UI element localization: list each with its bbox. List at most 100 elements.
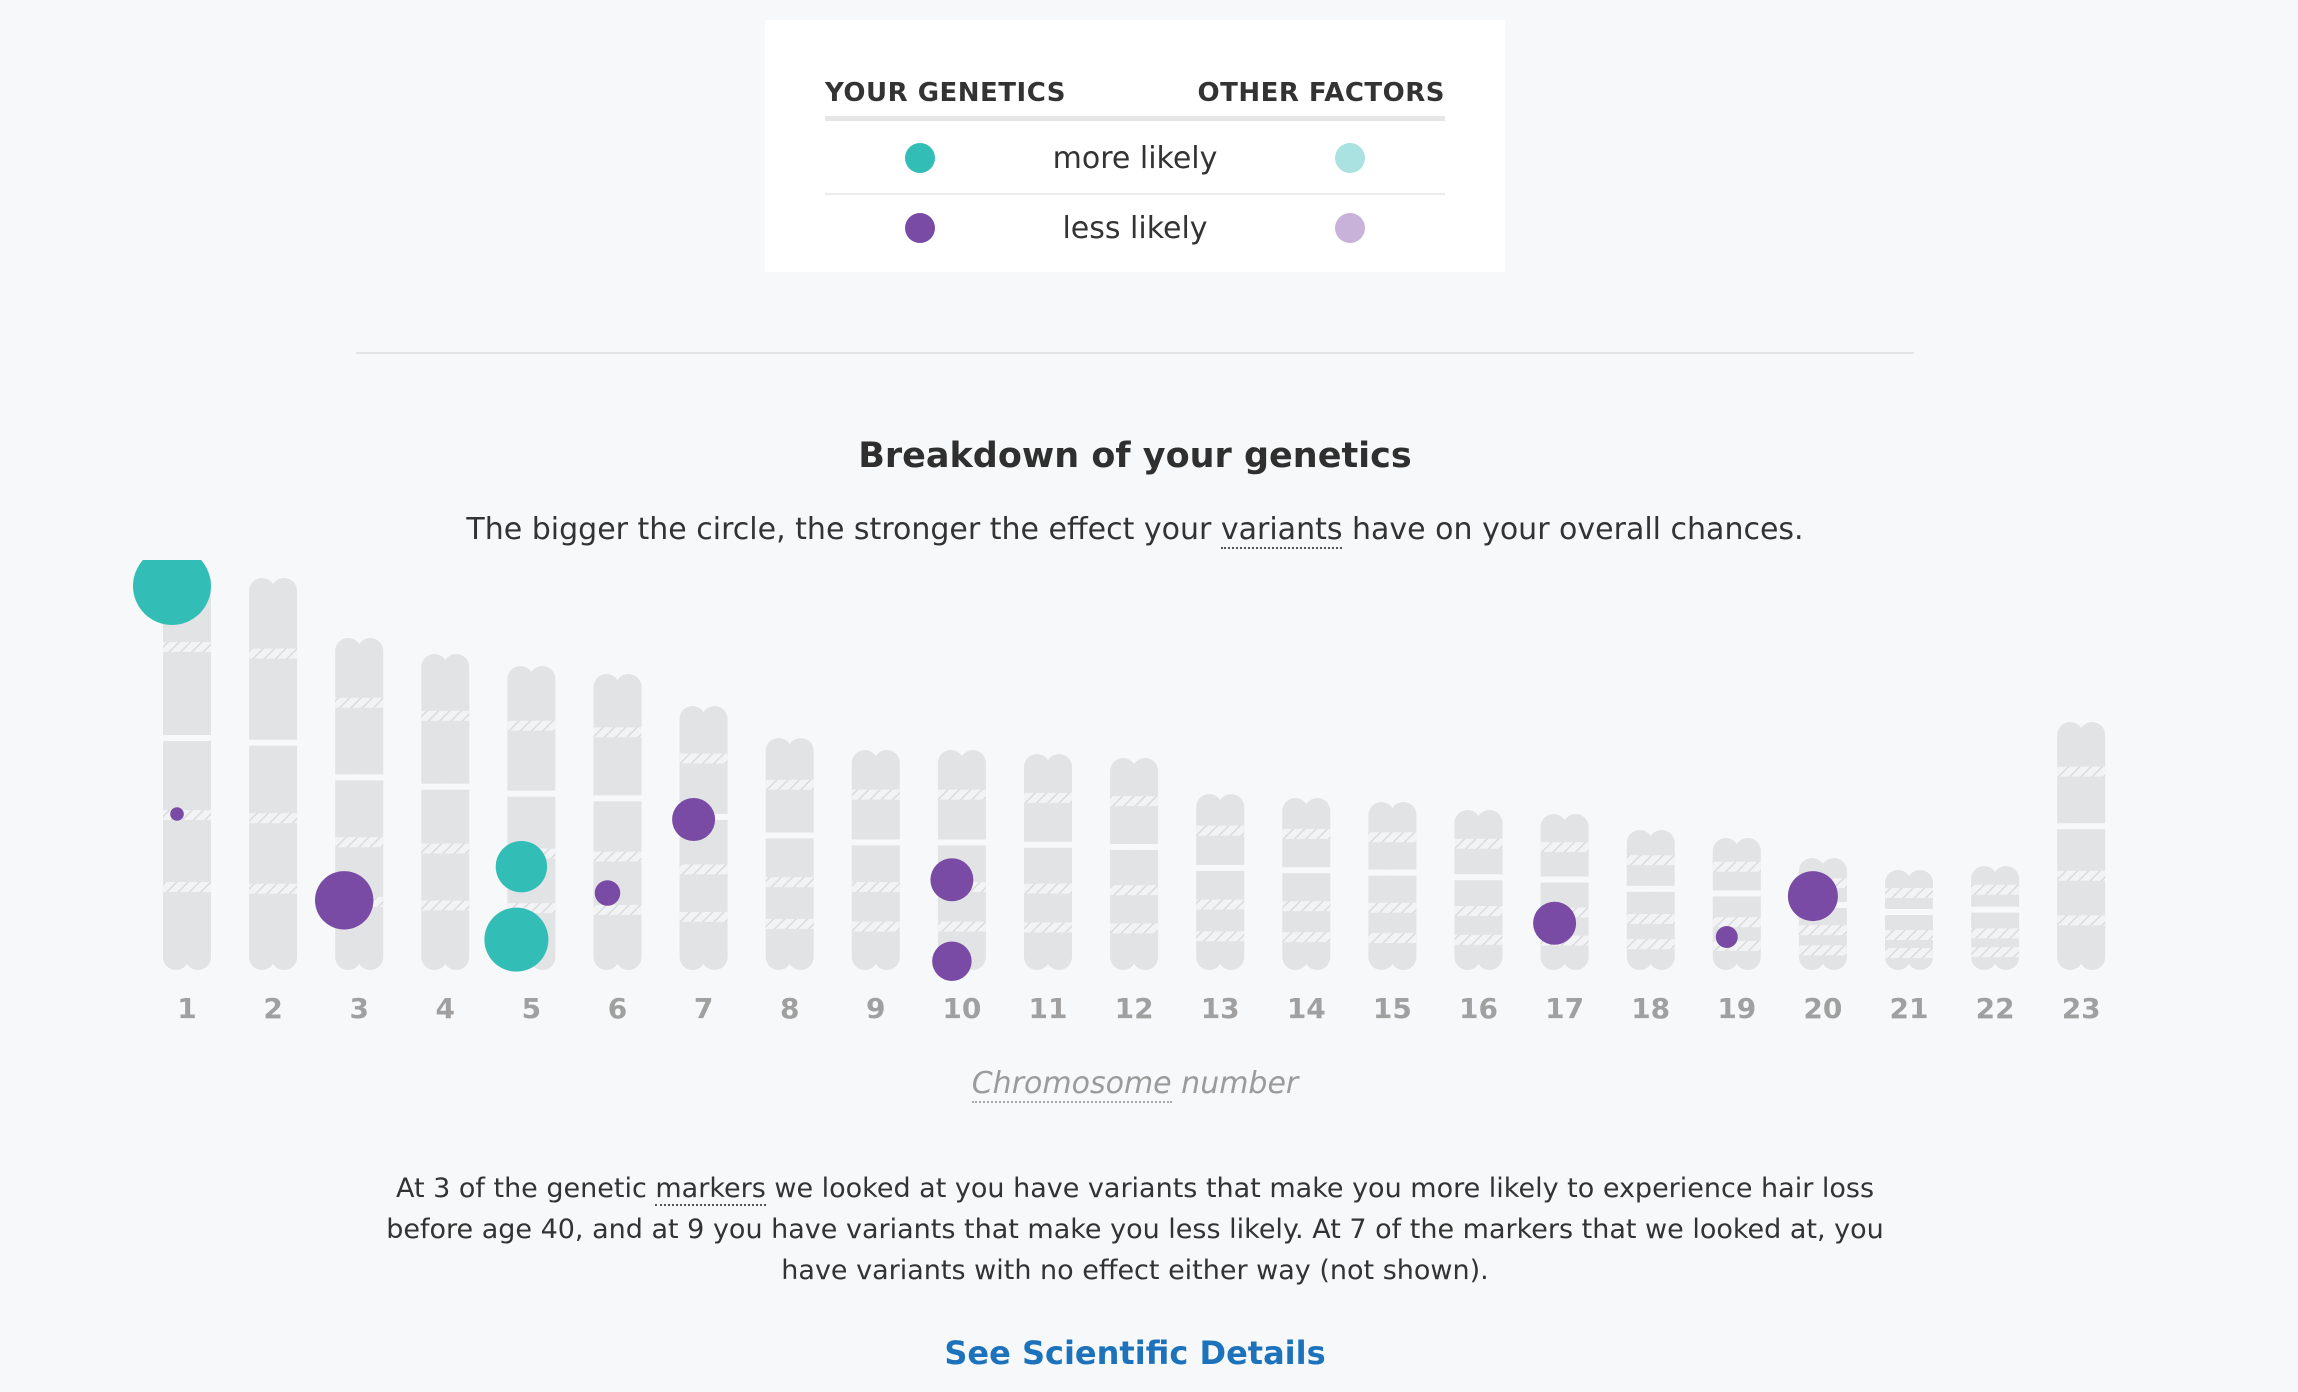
chromosome-19-band-1-0: [1712, 861, 1739, 872]
chromosome-23-band-1-1: [2057, 870, 2084, 881]
chromosome-14-band-1-1: [1282, 901, 1309, 912]
chromosome-4-band-2-2: [443, 900, 470, 911]
chromosome-17-centromere-2: [1561, 876, 1590, 883]
chromosome-13-band-1-0: [1196, 825, 1223, 836]
chromosome-13-band-1-2: [1196, 931, 1223, 942]
chromosome-number-label: 15: [1373, 992, 1412, 1025]
marker-chromosome-10-less-likely: [932, 941, 972, 981]
chromosome-5-copy-1: [507, 666, 534, 970]
chromosome-4-band-1-0: [421, 710, 448, 721]
chromosome-12-band-2-1: [1132, 885, 1159, 896]
chromosome-15-band-2-0: [1390, 832, 1417, 843]
chromosome-1-centromere-1: [162, 735, 190, 741]
marker-chromosome-10-less-likely: [930, 858, 974, 902]
chromosome-14-band-2-0: [1304, 828, 1331, 839]
chromosome-16-centromere-1: [1453, 874, 1482, 881]
marker-chromosome-3-less-likely: [315, 871, 374, 930]
chromosome-6-band-1-2: [593, 904, 620, 915]
chromosome-16-centromere-2: [1475, 874, 1504, 881]
chromosome-5-copy-2: [529, 666, 556, 970]
chromosome-9-band-1-1: [851, 882, 878, 892]
chromosome-12-band-2-0: [1132, 796, 1159, 807]
chromosome-9-band-1-0: [851, 789, 878, 800]
chromosome-3-band-1-0: [335, 697, 362, 708]
summary-part-1: At 3 of the genetic: [395, 1173, 656, 1204]
chromosome-8-band-1-1: [765, 877, 792, 888]
chromosome-14-band-1-0: [1282, 828, 1309, 839]
chromosome-2-centromere-2: [270, 739, 299, 746]
chromosome-13-band-2-2: [1218, 931, 1245, 942]
chart-x-axis-label: Chromosome number: [0, 1066, 2270, 1103]
chromosome-23-band-2-1: [2079, 870, 2106, 881]
chromosome-11-band-2-1: [1046, 883, 1072, 894]
chromosome-number-label: 10: [942, 992, 981, 1025]
chromosome-number-label: 3: [349, 992, 368, 1025]
chromosome-20-band-1-2: [1798, 945, 1825, 956]
chromosome-1-band-2-2: [185, 882, 211, 892]
chromosome-chart: 1 2 3 4 5 6 7 8 9 10 11 12 13 14 15 16 17 18 19 20 21 22 23: [133, 560, 2107, 1025]
chromosome-23-band-2-0: [2079, 766, 2106, 777]
chromosome-17-band-1-0: [1540, 842, 1567, 853]
chromosome-10-band-1-2: [937, 921, 964, 932]
chromosome-number-label: 9: [866, 992, 885, 1025]
chromosome-13-band-2-1: [1218, 899, 1245, 910]
chromosome-8-band-1-0: [765, 779, 792, 790]
chromosome-16-band-2-1: [1476, 906, 1503, 916]
chromosome-3-band-2-0: [357, 697, 384, 708]
chromosome-18-band-2-1: [1648, 914, 1675, 924]
chromosome-link[interactable]: Chromosome: [971, 1066, 1172, 1103]
chromosome-23-copy-2: [2079, 722, 2106, 970]
marker-chromosome-5-more-likely: [495, 840, 548, 893]
legend-less-likely-other-dot: [1335, 213, 1365, 243]
chromosome-14-band-1-2: [1282, 932, 1309, 943]
chromosome-19-band-1-1: [1712, 917, 1739, 928]
marker-chromosome-1-less-likely: [170, 807, 184, 821]
chromosome-15-copy-2: [1390, 802, 1417, 970]
chromosome-16-band-1-0: [1454, 838, 1481, 849]
chromosome-2-band-2-0: [271, 648, 298, 659]
chromosome-18-band-1-2: [1626, 939, 1653, 950]
marker-chromosome-20-less-likely: [1787, 871, 1838, 922]
chromosome-8-band-2-0: [787, 779, 814, 790]
subtitle-text-start: The bigger the circle, the stronger the …: [466, 512, 1221, 547]
marker-chromosome-5-more-likely: [484, 907, 549, 972]
chromosome-6-band-1-1: [593, 851, 620, 862]
variants-link[interactable]: variants: [1220, 512, 1343, 549]
chromosome-1-band-2-0: [185, 642, 211, 652]
chromosome-15-copy-1: [1368, 802, 1395, 970]
markers-link[interactable]: markers: [655, 1173, 766, 1206]
chromosome-3-centromere-2: [356, 774, 385, 781]
chromosome-5-band-1-0: [507, 720, 534, 731]
chromosome-11-copy-2: [1046, 754, 1072, 970]
chromosome-3-band-1-1: [335, 837, 362, 848]
chromosome-19-band-2-0: [1734, 861, 1761, 872]
chromosome-7-band-1-0: [679, 753, 706, 764]
breakdown-subtitle: The bigger the circle, the stronger the …: [0, 512, 2270, 549]
chromosome-13-band-2-0: [1218, 825, 1245, 836]
chromosome-9-band-2-0: [873, 789, 900, 800]
chromosome-7-band-2-0: [701, 753, 728, 764]
chromosome-10-band-2-2: [959, 921, 986, 932]
chromosome-2-band-2-1: [271, 813, 298, 824]
chromosome-20-band-1-1: [1798, 925, 1825, 936]
chromosome-15-band-1-1: [1368, 902, 1395, 913]
chromosome-7-band-1-2: [679, 911, 706, 922]
chromosome-12-centromere-2: [1131, 844, 1160, 851]
chromosome-21-band-2-0: [1907, 888, 1933, 898]
see-scientific-details-link[interactable]: See Scientific Details: [944, 1334, 1326, 1372]
chromosome-10-band-2-0: [959, 789, 986, 800]
chromosome-10-centromere-1: [936, 839, 965, 846]
chromosome-19-centromere-1: [1711, 890, 1740, 897]
chromosome-number-label: 12: [1115, 992, 1154, 1025]
chromosome-22-band-2-2: [1993, 947, 2020, 958]
chromosome-14-centromere-1: [1281, 867, 1310, 874]
chromosome-15-centromere-2: [1389, 869, 1418, 876]
subtitle-text-end: have on your overall chances.: [1342, 512, 1804, 547]
chromosome-11-centromere-1: [1023, 841, 1051, 848]
legend-card: YOUR GENETICS OTHER FACTORS more likely …: [765, 20, 1505, 272]
chromosome-11-copy-1: [1024, 754, 1050, 970]
chromosome-4-band-2-1: [443, 843, 470, 854]
chromosome-8-band-2-2: [787, 918, 814, 929]
chromosome-18-band-2-0: [1648, 855, 1675, 866]
chromosome-14-band-2-2: [1304, 932, 1331, 943]
